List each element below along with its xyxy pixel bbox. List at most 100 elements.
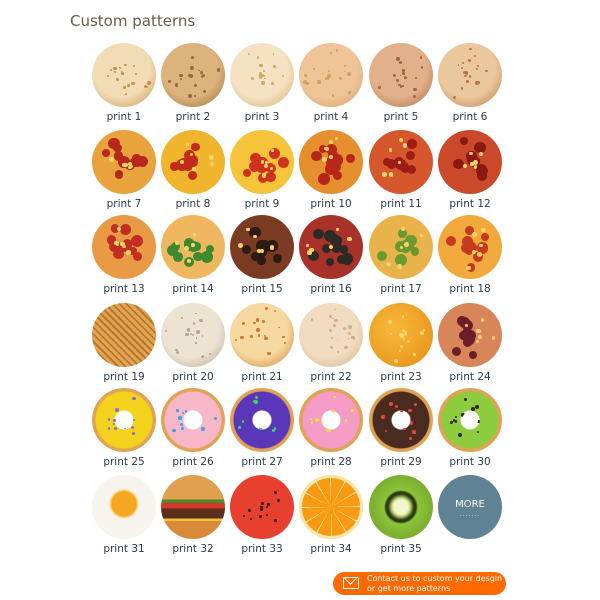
pattern-detail — [384, 429, 388, 433]
pattern-item[interactable]: print 35 — [366, 475, 436, 555]
pattern-item[interactable]: print 21 — [227, 303, 297, 383]
pattern-detail — [247, 53, 251, 56]
pattern-detail — [107, 427, 111, 431]
pattern-item[interactable]: print 24 — [435, 303, 505, 383]
pattern-detail — [259, 427, 263, 431]
pattern-detail — [330, 337, 333, 340]
pattern-detail — [339, 245, 349, 254]
pattern-item[interactable]: print 28 — [296, 388, 366, 468]
pattern-item[interactable]: print 26 — [158, 388, 228, 468]
pattern-detail — [446, 236, 457, 247]
pattern-detail — [389, 332, 392, 336]
tortilla-pattern-image — [438, 43, 502, 107]
tortilla-pattern-image — [92, 43, 156, 107]
contact-custom-button[interactable]: Contact us to custom your desgin or get … — [333, 572, 506, 595]
pattern-detail — [264, 160, 269, 165]
pattern-item[interactable]: print 10 — [296, 130, 366, 210]
pattern-detail — [333, 318, 338, 323]
pattern-detail — [257, 333, 261, 337]
pattern-detail — [460, 67, 463, 69]
pattern-detail — [473, 159, 478, 165]
pattern-detail — [145, 86, 148, 89]
pattern-item[interactable]: print 27 — [227, 388, 297, 468]
pattern-detail — [126, 250, 131, 255]
pattern-detail — [315, 418, 320, 423]
pattern-detail — [459, 331, 468, 340]
pattern-item[interactable]: print 9 — [227, 130, 297, 210]
pattern-item[interactable]: print 11 — [366, 130, 436, 210]
pattern-detail — [121, 71, 125, 75]
pizza-pattern-image — [230, 130, 294, 194]
pattern-item[interactable]: print 23 — [366, 303, 436, 383]
pattern-label: print 2 — [175, 111, 211, 123]
pattern-detail — [476, 251, 482, 257]
pattern-item[interactable]: print 13 — [89, 215, 159, 295]
pattern-label: print 21 — [241, 371, 283, 383]
pattern-item[interactable]: print 2 — [158, 43, 228, 123]
donut-pattern-image — [438, 388, 502, 452]
pizza-pattern-image — [369, 130, 433, 194]
pattern-detail — [259, 72, 262, 75]
pattern-detail — [460, 137, 469, 146]
pattern-item[interactable]: print 16 — [296, 215, 366, 295]
pattern-detail — [302, 80, 307, 84]
pattern-detail — [268, 147, 281, 160]
pattern-item[interactable]: print 22 — [296, 303, 366, 383]
pattern-label: print 14 — [172, 283, 214, 295]
pattern-item[interactable]: print 17 — [366, 215, 436, 295]
pattern-detail — [377, 251, 388, 262]
pattern-detail — [271, 82, 274, 85]
pizza-pattern-image — [438, 215, 502, 279]
tortilla-pattern-image — [161, 303, 225, 367]
more-dots: ....... — [459, 511, 481, 518]
pattern-item[interactable]: print 15 — [227, 215, 297, 295]
pattern-item[interactable]: print 19 — [89, 303, 159, 383]
pattern-detail — [325, 163, 337, 175]
pattern-detail — [395, 78, 399, 83]
pattern-label: print 13 — [103, 283, 145, 295]
pattern-detail — [402, 315, 405, 318]
pattern-item[interactable]: print 29 — [366, 388, 436, 468]
pattern-item[interactable]: print 3 — [227, 43, 297, 123]
pattern-detail — [123, 86, 126, 89]
pattern-item[interactable]: print 8 — [158, 130, 228, 210]
pattern-detail — [310, 318, 314, 321]
pattern-item[interactable]: print 4 — [296, 43, 366, 123]
pattern-detail — [132, 418, 136, 422]
more-button[interactable]: MORE....... — [435, 475, 505, 539]
pattern-item[interactable]: print 12 — [435, 130, 505, 210]
pizza-pattern-image — [161, 130, 225, 194]
pattern-detail — [306, 81, 310, 86]
pattern-detail — [309, 417, 313, 421]
pattern-detail — [473, 54, 477, 57]
pattern-item[interactable]: print 5 — [366, 43, 436, 123]
pattern-item[interactable]: print 18 — [435, 215, 505, 295]
pattern-detail — [405, 234, 417, 247]
pattern-detail — [312, 67, 316, 71]
pattern-item[interactable]: print 6 — [435, 43, 505, 123]
pattern-detail — [273, 491, 277, 495]
pattern-item[interactable]: print 25 — [89, 388, 159, 468]
pattern-detail — [263, 335, 266, 338]
pattern-item[interactable]: print 30 — [435, 388, 505, 468]
pizza-pattern-image — [299, 130, 363, 194]
pattern-item[interactable]: print 20 — [158, 303, 228, 383]
pattern-item[interactable]: print 32 — [158, 475, 228, 555]
pattern-item[interactable]: print 7 — [89, 130, 159, 210]
pattern-detail — [213, 417, 217, 421]
pattern-detail — [477, 334, 483, 340]
pattern-detail — [327, 73, 331, 78]
pattern-detail — [402, 143, 408, 148]
pattern-detail — [347, 338, 350, 340]
pattern-item[interactable]: print 31 — [89, 475, 159, 555]
pattern-label: print 8 — [175, 198, 211, 210]
pattern-item[interactable]: print 34 — [296, 475, 366, 555]
pattern-item[interactable]: print 1 — [89, 43, 159, 123]
pattern-detail — [249, 160, 261, 172]
pattern-detail — [481, 227, 486, 232]
pattern-item[interactable]: print 14 — [158, 215, 228, 295]
pattern-detail — [188, 157, 198, 167]
pattern-item[interactable]: print 33 — [227, 475, 297, 555]
pattern-detail — [331, 317, 334, 320]
pattern-detail — [475, 328, 481, 334]
